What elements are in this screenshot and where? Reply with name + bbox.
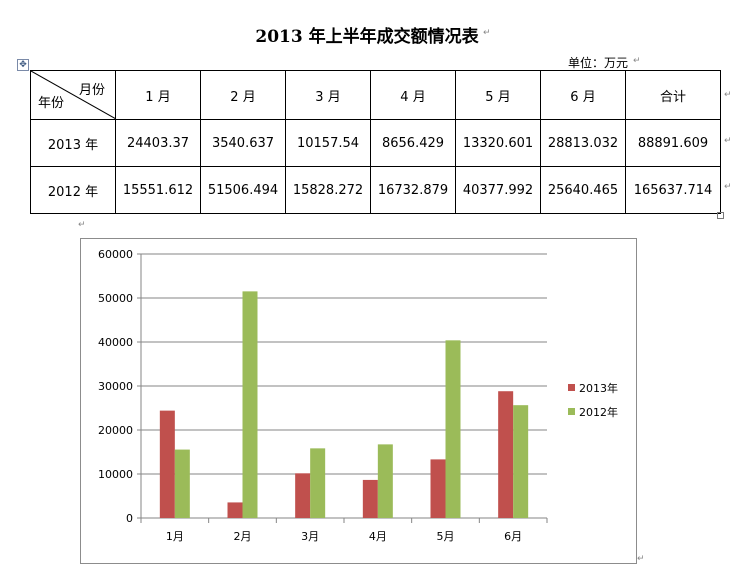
bar — [295, 473, 311, 518]
legend-swatch — [568, 408, 575, 415]
x-tick-label: 6月 — [504, 530, 522, 543]
cell-value: 15828.272 — [285, 166, 371, 214]
bar-chart[interactable]: 0 10000 20000 30000 40000 50000 60000 1月 2月 3月 4月 5… — [80, 238, 637, 564]
cell-value: 24403.37 — [115, 119, 201, 167]
table-move-handle-icon[interactable]: ✥ — [17, 59, 29, 71]
legend-label: 2013年 — [579, 381, 618, 395]
y-tick-label: 60000 — [98, 248, 133, 261]
paragraph-mark-icon: ↵ — [633, 56, 641, 66]
x-tick-label: 4月 — [369, 530, 387, 543]
bar — [242, 291, 258, 518]
header-month-2: 2 月 — [200, 70, 286, 120]
row-year-label: 2012 年 — [30, 166, 116, 214]
cell-value: 40377.992 — [455, 166, 541, 214]
header-total: 合计 — [625, 70, 721, 120]
paragraph-mark-icon: ↵ — [78, 220, 86, 230]
bar — [362, 479, 378, 518]
table-header-row: 月份 年份 1 月 2 月 3 月 4 月 5 月 6 月 合计 — [30, 70, 721, 120]
corner-month-label: 月份 — [78, 83, 105, 98]
cell-total: 88891.609 — [625, 119, 721, 167]
x-tick-label: 5月 — [437, 530, 455, 543]
bar — [445, 340, 461, 518]
bar — [377, 444, 393, 518]
paragraph-mark-icon: ↵ — [483, 28, 491, 38]
cell-value: 8656.429 — [370, 119, 456, 167]
paragraph-mark-icon: ↵ — [637, 554, 645, 564]
data-table: 月份 年份 1 月 2 月 3 月 4 月 5 月 6 月 合计 2013 年 … — [30, 70, 721, 214]
table-resize-handle[interactable] — [717, 212, 724, 219]
corner-year-label: 年份 — [38, 96, 65, 111]
header-month-1: 1 月 — [115, 70, 201, 120]
header-month-5: 5 月 — [455, 70, 541, 120]
header-month-4: 4 月 — [370, 70, 456, 120]
x-tick-label: 2月 — [234, 530, 252, 543]
cell-value: 10157.54 — [285, 119, 371, 167]
cell-value: 13320.601 — [455, 119, 541, 167]
bar — [159, 410, 175, 518]
cell-value: 15551.612 — [115, 166, 201, 214]
unit-label: 单位：万元 — [568, 56, 629, 70]
cell-value: 28813.032 — [540, 119, 626, 167]
row-end-mark-icon: ↵ — [724, 182, 732, 192]
row-year-label: 2013 年 — [30, 119, 116, 167]
header-month-3: 3 月 — [285, 70, 371, 120]
bar — [513, 405, 529, 518]
legend-swatch — [568, 384, 575, 391]
y-tick-label: 40000 — [98, 336, 133, 349]
diagonal-line — [31, 71, 116, 119]
y-tick-label: 20000 — [98, 424, 133, 437]
bar — [174, 449, 190, 518]
y-tick-label: 10000 — [98, 468, 133, 481]
cell-value: 51506.494 — [200, 166, 286, 214]
x-tick-label: 1月 — [166, 530, 184, 543]
page-title: 2013 年上半年成交额情况表 — [255, 27, 479, 47]
cell-value: 25640.465 — [540, 166, 626, 214]
legend-label: 2012年 — [579, 405, 618, 419]
table-row: 2013 年 24403.37 3540.637 10157.54 8656.4… — [30, 119, 721, 167]
cell-value: 3540.637 — [200, 119, 286, 167]
row-end-mark-icon: ↵ — [724, 90, 732, 100]
bar — [310, 448, 326, 518]
header-month-6: 6 月 — [540, 70, 626, 120]
row-end-mark-icon: ↵ — [724, 136, 732, 146]
bar — [430, 459, 446, 518]
chart-canvas: 0 10000 20000 30000 40000 50000 60000 1月 2月 3月 4月 5… — [98, 248, 618, 543]
cell-total: 165637.714 — [625, 166, 721, 214]
y-tick-label: 30000 — [98, 380, 133, 393]
corner-cell: 月份 年份 — [30, 70, 116, 120]
y-tick-label: 50000 — [98, 292, 133, 305]
bar — [498, 391, 514, 518]
cell-value: 16732.879 — [370, 166, 456, 214]
table-row: 2012 年 15551.612 51506.494 15828.272 167… — [30, 166, 721, 214]
bar — [227, 502, 243, 518]
x-tick-label: 3月 — [301, 530, 319, 543]
y-tick-label: 0 — [126, 512, 133, 525]
